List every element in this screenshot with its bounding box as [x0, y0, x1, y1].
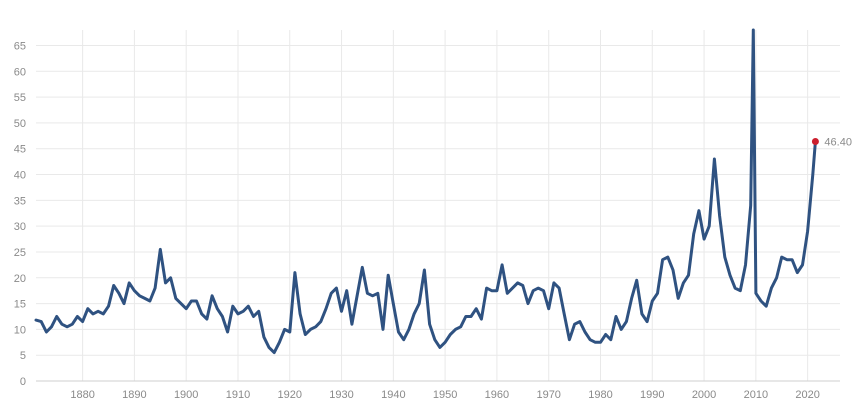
y-tick-label: 0: [20, 376, 26, 388]
x-tick-label: 1900: [174, 389, 198, 401]
x-tick-label: 2010: [744, 389, 768, 401]
x-axis-tick-labels: 1880 1890 1900 1910 1920 1930 1940 1950 1960 1970…: [70, 389, 820, 401]
y-tick-label: 30: [14, 221, 26, 233]
x-tick-label: 1930: [329, 389, 353, 401]
y-tick-label: 45: [14, 144, 26, 156]
y-tick-label: 25: [14, 247, 26, 259]
x-tick-label: 1880: [70, 389, 94, 401]
y-tick-label: 65: [14, 40, 26, 52]
series-line: [34, 28, 817, 355]
x-tick-label: 1990: [640, 389, 664, 401]
y-gridlines: [36, 44, 840, 382]
x-tick-label: 1890: [122, 389, 146, 401]
x-tick-label: 1950: [433, 389, 457, 401]
y-tick-label: 50: [14, 118, 26, 130]
y-axis-tick-labels: 0 5 10 15 20 25 30 35 40 45 50 55 60 65: [14, 40, 26, 388]
x-gridlines: [82, 30, 809, 381]
y-tick-label: 40: [14, 170, 26, 182]
x-tick-label: 1980: [588, 389, 612, 401]
y-tick-label: 60: [14, 66, 26, 78]
x-tick-label: 1960: [485, 389, 509, 401]
x-tick-label: 1920: [278, 389, 302, 401]
x-tick-label: 2000: [692, 389, 716, 401]
y-tick-label: 15: [14, 299, 26, 311]
y-tick-label: 5: [20, 350, 26, 362]
y-tick-label: 55: [14, 92, 26, 104]
last-value-label: 46.40: [824, 136, 852, 148]
x-tick-label: 1940: [381, 389, 405, 401]
x-tick-label: 1970: [536, 389, 560, 401]
y-tick-label: 10: [14, 324, 26, 336]
last-value-marker[interactable]: [811, 137, 819, 145]
x-tick-label: 1910: [226, 389, 250, 401]
x-tick-label: 2020: [795, 389, 819, 401]
y-tick-label: 35: [14, 195, 26, 207]
y-tick-label: 20: [14, 273, 26, 285]
